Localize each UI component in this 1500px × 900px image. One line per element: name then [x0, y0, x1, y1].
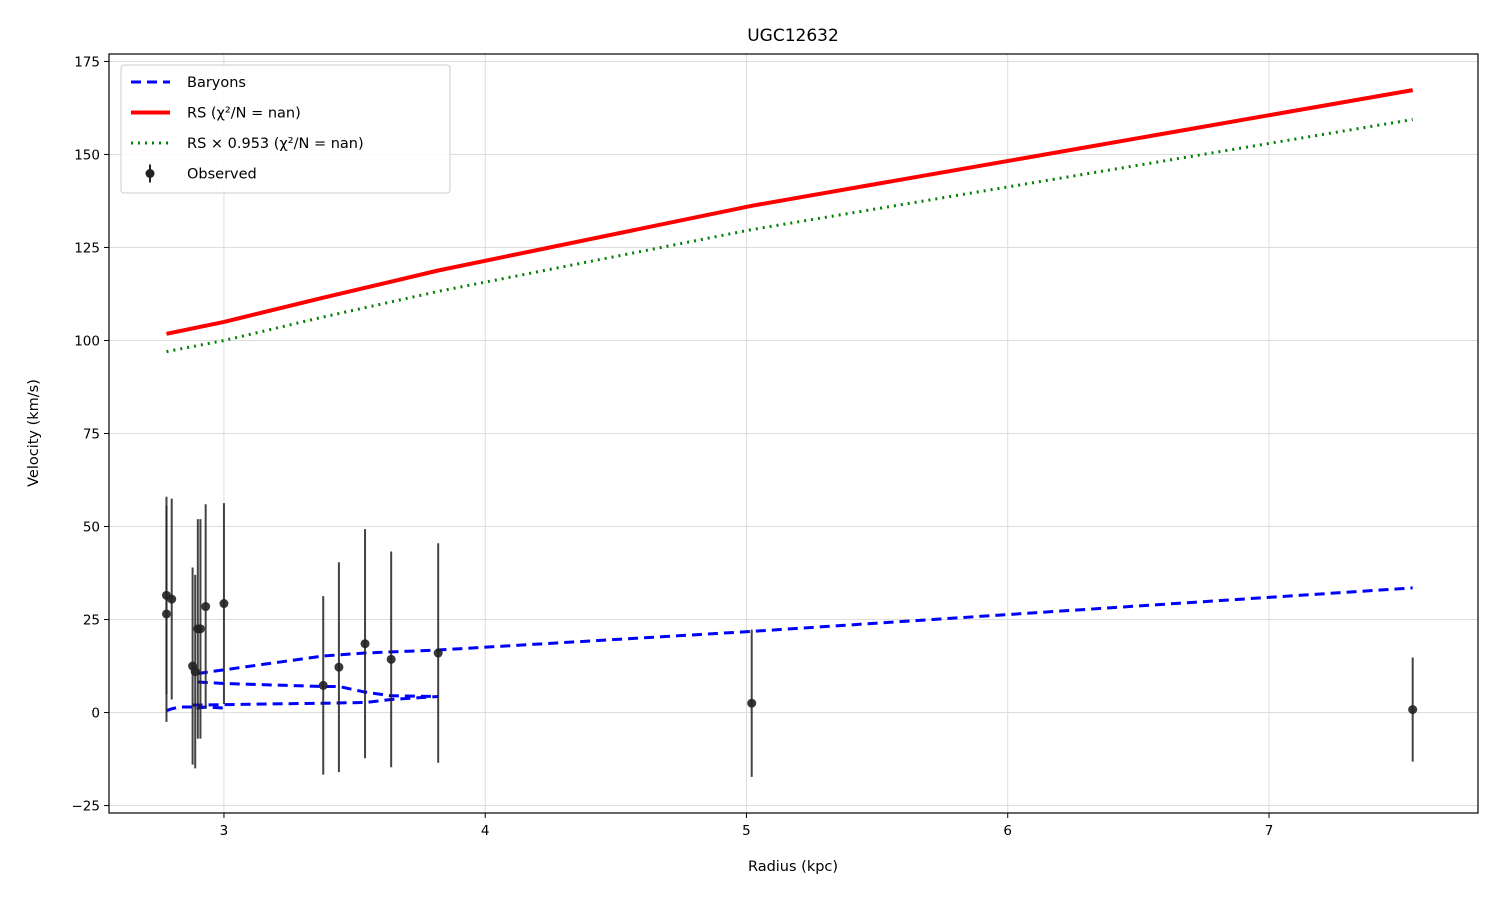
- x-tick-label: 3: [220, 823, 229, 839]
- baryons-line: [197, 586, 1413, 675]
- legend-baryons-label: Baryons: [187, 75, 246, 91]
- observed-point: [433, 648, 443, 658]
- observed-point: [386, 654, 396, 664]
- observed-point: [1408, 705, 1418, 715]
- observed-point: [201, 602, 211, 612]
- y-tick-label: 75: [83, 427, 100, 443]
- y-tick-label: 50: [83, 520, 100, 536]
- rs-line: [166, 88, 1414, 336]
- baryons-line: [165, 704, 225, 713]
- observed-point: [318, 680, 328, 690]
- y-tick-label: 175: [74, 54, 100, 70]
- chart-title: UGC12632: [747, 26, 839, 46]
- x-axis-label: Radius (kpc): [748, 859, 838, 875]
- observed-point: [334, 662, 344, 672]
- legend-rs-label: RS (χ²/N = nan): [187, 106, 301, 122]
- legend-rs-scaled-label: RS × 0.953 (χ²/N = nan): [187, 136, 364, 152]
- observed-point: [219, 599, 229, 609]
- y-tick-label: 25: [83, 613, 100, 629]
- x-tick-label: 4: [481, 823, 490, 839]
- y-tick-label: −25: [72, 799, 101, 815]
- series-layer: [161, 88, 1418, 777]
- gridlines: [109, 54, 1478, 813]
- x-tick-label: 7: [1265, 823, 1274, 839]
- y-tick-label: 100: [74, 333, 100, 349]
- observed-point: [195, 624, 205, 634]
- observed-point: [161, 609, 171, 619]
- y-tick-label: 0: [91, 706, 100, 722]
- legend-observed-marker: [145, 169, 155, 178]
- x-tick-label: 5: [742, 823, 751, 839]
- y-tick-label: 150: [74, 147, 100, 163]
- baryons-line: [192, 695, 439, 707]
- legend-box: [120, 64, 451, 194]
- y-axis-label: Velocity (km/s): [26, 379, 42, 487]
- observed-point: [167, 594, 177, 604]
- legend: Baryons RS (χ²/N = nan) RS × 0.953 (χ²/N =…: [120, 64, 451, 194]
- y-tick-label: 125: [74, 240, 100, 256]
- observed-point: [747, 698, 757, 708]
- axis-ticks: 3 4 5 6 7 −25 0 25 50 75 100 125 150 175: [72, 54, 1274, 839]
- x-tick-label: 6: [1003, 823, 1012, 839]
- legend-observed-label: Observed: [187, 167, 257, 183]
- observed-point: [360, 639, 370, 649]
